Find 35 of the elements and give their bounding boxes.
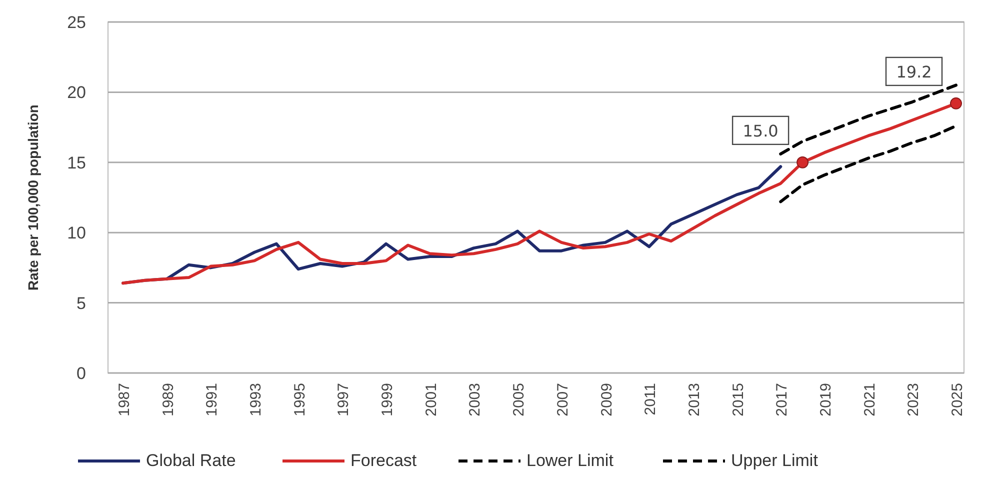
x-tick-label: 1987 [116,383,133,416]
legend-label: Lower Limit [526,451,614,470]
y-tick-label: 5 [76,294,86,313]
data-label: 19.2 [896,62,932,82]
y-tick-label: 25 [67,13,86,32]
y-tick-label: 0 [76,364,86,383]
y-axis-title: Rate per 100,000 population [25,104,41,290]
y-tick-label: 20 [67,83,86,102]
legend-label: Upper Limit [731,451,818,470]
x-tick-label: 2007 [554,383,572,416]
x-tick-label: 2009 [598,383,616,416]
x-tick-label: 1995 [291,383,308,416]
x-tick-label: 1997 [335,383,352,416]
legend-label: Global Rate [146,451,236,470]
x-tick-label: 1993 [248,383,265,416]
x-tick-label: 2003 [466,383,484,416]
x-tick-label: 1999 [379,383,396,416]
x-tick-label: 2025 [949,383,966,416]
line-series [779,124,958,204]
x-tick-label: 2021 [861,383,878,416]
x-tick-label: 2023 [905,383,922,416]
x-tick-label: 2001 [422,383,440,416]
x-tick-label: 2015 [730,383,747,416]
data-label: 15.0 [742,121,778,140]
x-tick-label: 1989 [160,383,177,416]
x-tick-label: 2019 [817,383,834,416]
x-tick-label: 1991 [204,383,221,416]
line-series [779,84,958,156]
x-tick-label: 2013 [686,383,703,416]
legend-label: Forecast [350,451,417,470]
x-tick-label: 2011 [642,383,660,416]
y-tick-label: 10 [67,224,86,243]
x-tick-label: 2017 [774,383,791,416]
x-tick-label: 2005 [510,383,528,416]
y-tick-label: 15 [67,153,86,172]
